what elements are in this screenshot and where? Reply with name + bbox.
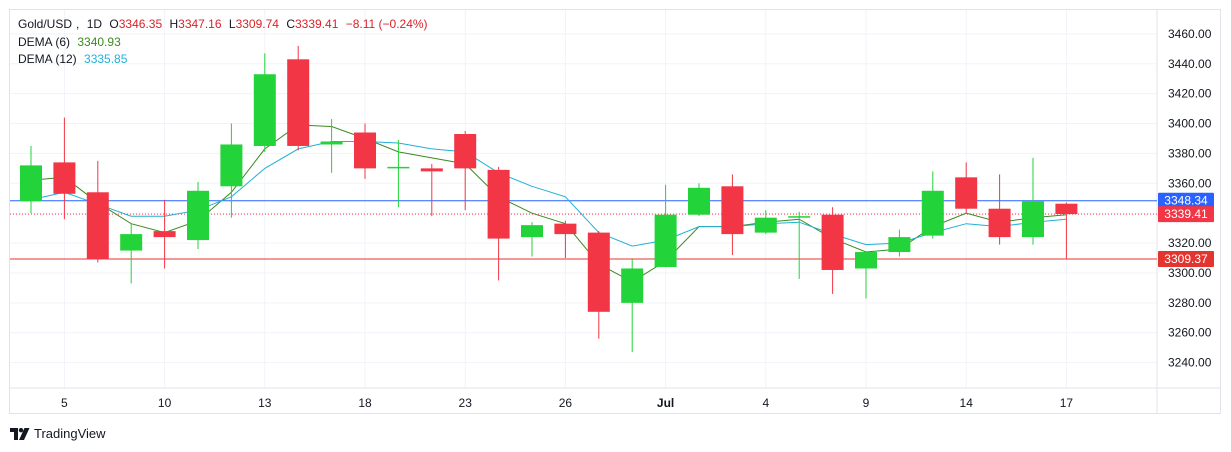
candle-body <box>621 268 644 303</box>
price-axis-tag-label: 3348.34 <box>1164 194 1208 208</box>
dema6-label: DEMA (6) <box>18 35 71 49</box>
price-axis-tag <box>1158 192 1214 209</box>
x-tick-label: 5 <box>61 396 68 410</box>
dema12-value: 3335.85 <box>84 52 128 66</box>
ohlc-legend: Gold/USD, 1D O3346.35 H3347.16 L3309.74 … <box>18 17 428 31</box>
x-tick-label: 13 <box>258 396 272 410</box>
brand-name: TradingView <box>34 426 106 441</box>
candle-body <box>287 59 310 146</box>
y-tick-label: 3360.00 <box>1168 176 1212 190</box>
price-axis-tag <box>1158 250 1214 267</box>
close-value: 3339.41 <box>294 17 339 31</box>
y-tick-label: 3300.00 <box>1168 266 1212 280</box>
x-tick-label: 18 <box>358 396 372 410</box>
candle-body <box>688 187 710 215</box>
price-axis-tag-label: 3309.37 <box>1164 252 1208 266</box>
dema6-value: 3340.93 <box>77 35 121 49</box>
dema12-label: DEMA (12) <box>18 52 77 66</box>
y-tick-label: 3280.00 <box>1168 296 1212 310</box>
candle-body <box>187 190 209 241</box>
low-value: 3309.74 <box>235 17 279 31</box>
candle-body <box>554 223 577 235</box>
candle-body <box>988 208 1011 238</box>
dema6-line <box>30 124 1067 283</box>
x-tick-label: 9 <box>863 396 870 410</box>
tradingview-logo-icon <box>10 427 30 440</box>
candle-body <box>320 141 343 145</box>
chart-frame <box>9 9 1221 414</box>
candle-body <box>153 231 176 238</box>
y-tick-label: 3240.00 <box>1168 356 1212 370</box>
candle-body <box>521 225 543 238</box>
candle-body <box>387 166 410 169</box>
candle-body <box>20 165 42 202</box>
candle-body <box>721 186 744 235</box>
candle-body <box>1022 201 1044 238</box>
y-tick-label: 3460.00 <box>1168 27 1212 41</box>
candle-body <box>654 214 677 267</box>
symbol-label[interactable]: Gold/USD <box>18 17 73 31</box>
dema12-legend[interactable]: DEMA (12) 3335.85 <box>18 51 131 67</box>
high-label: H <box>169 17 179 31</box>
candle-body <box>354 132 376 169</box>
candle-body <box>587 232 610 312</box>
candle-body <box>821 214 844 270</box>
candle-body <box>855 252 877 269</box>
x-tick-label: 23 <box>459 396 473 410</box>
high-value: 3347.16 <box>178 17 222 31</box>
y-tick-label: 3320.00 <box>1168 236 1212 250</box>
candle-body <box>955 177 978 209</box>
candle-body <box>921 190 944 236</box>
candle-body <box>86 192 109 260</box>
open-value: 3346.35 <box>118 17 163 31</box>
x-tick-label: 14 <box>960 396 974 410</box>
candle-body <box>253 74 276 146</box>
dema12-line <box>30 141 1067 247</box>
x-tick-label: 26 <box>559 396 573 410</box>
candle-body <box>487 169 510 239</box>
candle-body <box>1055 203 1078 215</box>
change-value: −8.11 (−0.24%) <box>345 17 428 31</box>
x-tick-label: 4 <box>762 396 769 410</box>
candle-body <box>220 144 243 187</box>
y-tick-label: 3380.00 <box>1168 146 1212 160</box>
x-tick-label: 17 <box>1060 396 1074 410</box>
open-label: O <box>109 17 119 31</box>
tradingview-brand[interactable]: TradingView <box>10 426 106 441</box>
candle-body <box>888 237 911 253</box>
candle-body <box>788 216 811 218</box>
dema6-legend[interactable]: DEMA (6) 3340.93 <box>18 34 125 50</box>
x-tick-label: Jul <box>657 396 674 410</box>
close-label: C <box>286 17 295 31</box>
y-tick-label: 3260.00 <box>1168 326 1212 340</box>
timeframe-label[interactable]: 1D <box>86 17 103 31</box>
candle-body <box>454 134 477 169</box>
y-tick-label: 3400.00 <box>1168 117 1212 131</box>
candle-body <box>754 217 777 233</box>
y-tick-label: 3440.00 <box>1168 57 1212 71</box>
candle-body <box>53 162 76 194</box>
y-tick-label: 3420.00 <box>1168 87 1212 101</box>
price-axis-tag <box>1158 206 1214 223</box>
candle-body <box>120 234 143 251</box>
x-tick-label: 10 <box>158 396 172 410</box>
low-label: L <box>228 17 236 31</box>
price-axis-tag-label: 3339.41 <box>1164 207 1208 221</box>
candle-body <box>420 168 443 172</box>
